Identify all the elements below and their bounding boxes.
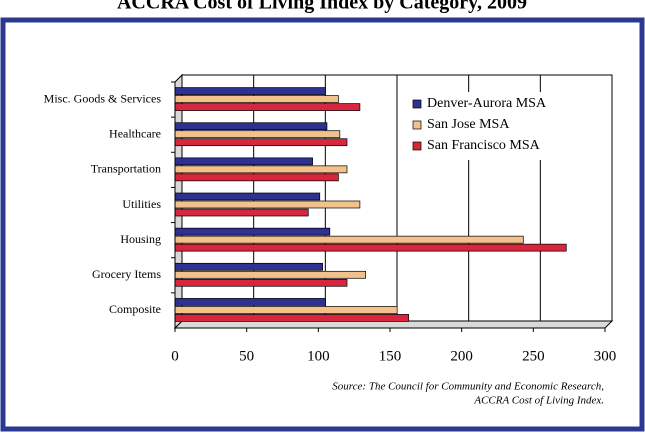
bar bbox=[174, 243, 567, 252]
bar bbox=[174, 173, 339, 182]
bar bbox=[174, 122, 328, 131]
y-tick-label: Transportation bbox=[91, 162, 161, 176]
bar bbox=[174, 165, 348, 174]
bar bbox=[174, 298, 326, 306]
x-tick-label: 250 bbox=[522, 348, 545, 364]
legend-swatch bbox=[412, 141, 422, 151]
bar bbox=[174, 200, 361, 209]
bar bbox=[174, 235, 524, 244]
source-note: ACCRA Cost of Living Index. bbox=[473, 395, 604, 407]
y-tick-label: Composite bbox=[109, 302, 161, 316]
x-tick-label: 150 bbox=[379, 348, 402, 364]
x-tick-label: 0 bbox=[171, 348, 179, 364]
y-tick-label: Utilities bbox=[122, 197, 161, 211]
y-tick-label: Housing bbox=[120, 232, 161, 246]
bar bbox=[174, 103, 361, 111]
x-tick-label: 200 bbox=[450, 348, 473, 364]
bar bbox=[174, 278, 348, 287]
bar bbox=[174, 130, 341, 139]
bar bbox=[174, 95, 339, 103]
y-tick-label: Misc. Goods & Services bbox=[44, 91, 162, 105]
x-tick-label: 300 bbox=[594, 348, 617, 364]
x-tick-label: 100 bbox=[307, 348, 330, 364]
y-tick-label: Healthcare bbox=[109, 126, 161, 140]
x-tick-label: 50 bbox=[239, 348, 254, 364]
bar bbox=[174, 270, 366, 279]
bar bbox=[174, 138, 348, 147]
bar bbox=[174, 306, 398, 314]
y-tick-label: Grocery Items bbox=[92, 267, 161, 281]
legend-swatch bbox=[412, 120, 422, 130]
legend-label: Denver-Aurora MSA bbox=[427, 96, 547, 111]
bar bbox=[174, 227, 331, 236]
bar bbox=[174, 262, 323, 271]
legend-label: San Jose MSA bbox=[427, 117, 510, 132]
chart-title: ACCRA Cost of Living Index by Category, … bbox=[117, 0, 527, 14]
bar bbox=[174, 314, 409, 322]
source-note: Source: The Council for Community and Ec… bbox=[332, 381, 604, 393]
legend-swatch bbox=[412, 99, 422, 109]
bar bbox=[174, 157, 313, 166]
bar bbox=[174, 208, 309, 217]
plot-floor bbox=[173, 320, 614, 329]
bar bbox=[174, 87, 326, 95]
bar bbox=[174, 192, 321, 201]
legend-box bbox=[405, 92, 590, 160]
legend-label: San Francisco MSA bbox=[427, 138, 541, 153]
